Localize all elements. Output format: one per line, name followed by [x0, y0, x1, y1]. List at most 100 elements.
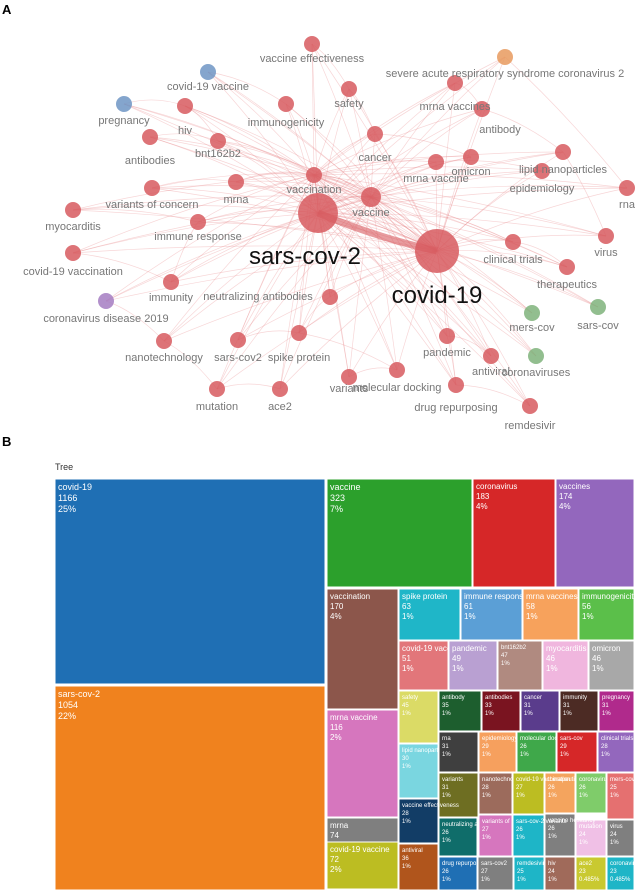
treemap-text: 1%: [548, 793, 557, 799]
label-clinical-trials: clinical trials: [483, 254, 543, 266]
treemap-rect: [575, 856, 607, 891]
label-bnt162b2: bnt162b2: [195, 148, 241, 160]
network-edge: [72, 205, 319, 214]
node-spike-protein: [291, 325, 307, 341]
node-immune-response: [190, 214, 206, 230]
treemap-text: virus: [610, 824, 623, 830]
network-edge: [72, 245, 438, 254]
network-edge: [370, 196, 607, 237]
network-edge: [370, 82, 456, 198]
treemap-cell-covid-19-vaccination: covid-19 vaccination 27 1%: [512, 772, 570, 815]
treemap-cell-hiv: hiv 24 1%: [544, 856, 576, 891]
treemap-rect: [559, 690, 599, 732]
label-cancer: cancer: [358, 152, 391, 164]
treemap-text: 31: [442, 785, 449, 791]
node-antiviral: [483, 348, 499, 364]
network-edge: [504, 56, 628, 189]
treemap-text: bnt162b2: [501, 645, 527, 651]
treemap-rect: [477, 856, 514, 891]
treemap-rect: [478, 772, 513, 815]
treemap-text: 174: [559, 492, 573, 501]
network-edge: [237, 196, 372, 341]
treemap-text: 4%: [476, 502, 488, 511]
label-spike-protein: spike protein: [268, 352, 330, 364]
network-edge: [370, 196, 514, 243]
network-edge: [370, 185, 628, 198]
treemap-rect: [542, 640, 589, 691]
treemap-cell-coronaviruses: coronaviruses 26 1%: [575, 772, 616, 814]
treemap-text: 1%: [442, 838, 451, 844]
node-vaccine-effectiveness: [304, 36, 320, 52]
treemap-text: mers-cov: [610, 777, 635, 783]
node-severe-acute-respiratory-syndrome-coronavirus-2: [497, 49, 513, 65]
network-edge: [313, 56, 506, 176]
treemap-rect: [326, 709, 399, 818]
treemap-text: epidemiology: [482, 736, 517, 742]
network-edge: [279, 250, 438, 390]
treemap-text: 1%: [579, 840, 588, 846]
treemap-text: 24: [548, 869, 555, 875]
label-covid-19-vaccine: covid-19 vaccine: [167, 81, 249, 93]
treemap-rect: [438, 731, 479, 773]
node-hiv: [177, 98, 193, 114]
treemap-cell-antibody: antibody 35 1%: [438, 690, 482, 732]
treemap-text: 36: [402, 856, 409, 862]
network-edge: [348, 196, 372, 378]
label-antibodies: antibodies: [125, 155, 176, 167]
network-edge: [72, 195, 372, 211]
treemap-cell-therapeutics: therapeutics 26 1%: [544, 772, 581, 814]
treemap-text: 1%: [516, 835, 525, 841]
treemap-text: 1%: [560, 752, 569, 758]
treemap-text: 45: [402, 703, 409, 709]
treemap-text: pandemic: [452, 644, 487, 653]
label-therapeutics: therapeutics: [537, 279, 597, 291]
label-covid-19: covid-19: [392, 282, 483, 309]
label-immune-response: immune response: [154, 231, 241, 243]
label-sars-cov: sars-cov: [577, 320, 619, 332]
node-nanotechnology: [156, 333, 172, 349]
network-edge: [317, 108, 483, 214]
network-edge: [317, 151, 564, 214]
treemap-text: 26: [442, 869, 449, 875]
network-edge: [370, 196, 457, 386]
network-edge: [313, 160, 437, 176]
node-covid-19-vaccine: [200, 64, 216, 80]
treemap-text: 26: [520, 744, 527, 750]
treemap-text: lipid nanoparticles: [402, 748, 450, 754]
treemap-cell-drug-repurposing: drug repurposing 26 1%: [438, 856, 487, 891]
treemap-cell-remdesivir: remdesivir 25 1%: [513, 856, 545, 891]
label-covid-19-vaccination: covid-19 vaccination: [23, 266, 123, 278]
network-edge: [170, 196, 372, 283]
treemap-text: 27: [482, 827, 489, 833]
label-antibody: antibody: [479, 124, 521, 136]
network-edge: [149, 136, 319, 214]
network-edge: [313, 174, 607, 237]
node-antibodies: [142, 129, 158, 145]
treemap-text: 26: [579, 785, 586, 791]
label-mrna-vaccine: mrna vaccine: [403, 173, 468, 185]
treemap-cell-mutation: mutation 24 1%: [575, 819, 607, 857]
network-edge: [149, 136, 315, 176]
treemap-rect: [438, 772, 479, 818]
treemap-rect: [398, 798, 439, 844]
treemap-text: 72: [330, 855, 339, 864]
treemap-text: covid-19 vaccination: [516, 777, 570, 783]
treemap-text: mrna: [330, 821, 349, 830]
treemap-text: 2%: [330, 865, 342, 874]
treemap-rect: [512, 772, 545, 815]
network-edge: [123, 103, 372, 198]
node-covid-19: [415, 229, 459, 273]
panel-b-label: B: [2, 434, 12, 449]
treemap-rect: [398, 640, 449, 691]
network-edge: [481, 108, 564, 153]
network-edge: [163, 212, 319, 342]
treemap-text: 1%: [452, 664, 464, 673]
label-rna: rna: [619, 199, 636, 211]
treemap-text: 1%: [402, 664, 414, 673]
network-edge: [298, 196, 372, 334]
network-edge: [285, 103, 372, 198]
treemap-rect: [398, 588, 461, 641]
node-pandemic: [439, 328, 455, 344]
